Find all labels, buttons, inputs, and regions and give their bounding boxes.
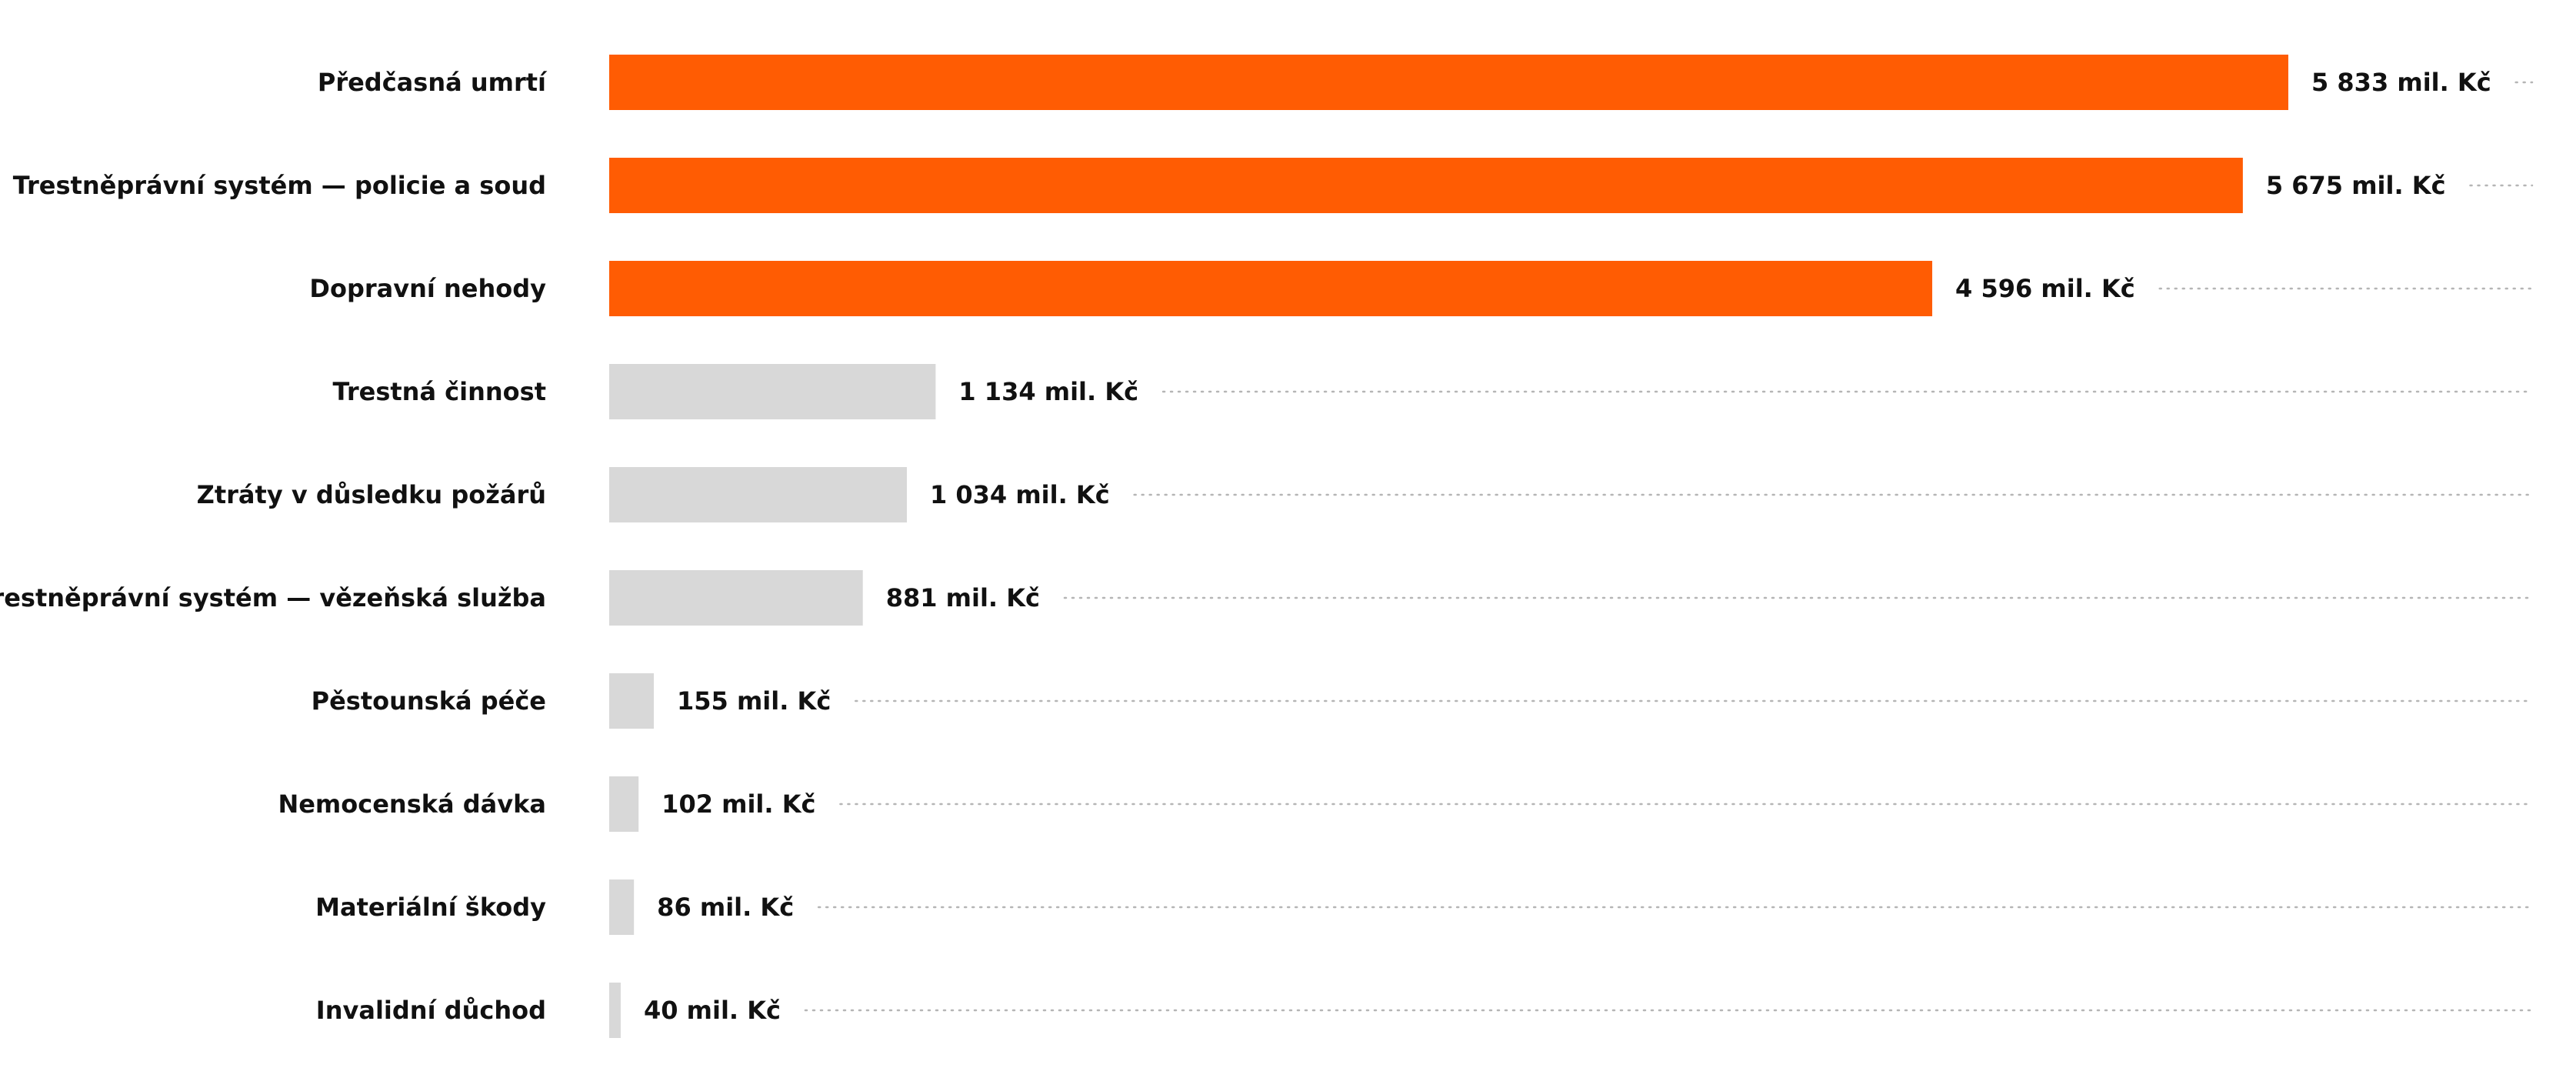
value-label: 5 675 mil. Kč: [2266, 171, 2446, 200]
bar-row: Materiální škody 86 mil. Kč: [315, 879, 2534, 935]
bar: [609, 364, 936, 419]
value-label: 881 mil. Kč: [886, 583, 1040, 612]
value-label: 1 034 mil. Kč: [930, 480, 1110, 509]
value-label: 1 134 mil. Kč: [958, 377, 1138, 406]
category-label: Dopravní nehody: [309, 274, 546, 303]
bar: [609, 55, 2288, 110]
category-label: Trestněprávní systém — policie a soud: [13, 171, 546, 200]
bar-row: Invalidní důchod 40 mil. Kč: [316, 983, 2534, 1038]
chart-rows: Předčasná umrtí 5 833 mil. Kč Trestněprávn…: [0, 55, 2534, 1038]
category-label: Předčasná umrtí: [318, 68, 548, 97]
category-label: Pěstounská péče: [312, 686, 546, 716]
bar: [609, 467, 907, 522]
value-label: 86 mil. Kč: [657, 893, 794, 922]
bar-row: Ztráty v důsledku požárů 1 034 mil. Kč: [197, 467, 2534, 522]
bar-row: Trestná činnost 1 134 mil. Kč: [333, 364, 2534, 419]
bar: [609, 158, 2243, 213]
category-label: Trestná činnost: [333, 377, 546, 406]
bar: [609, 776, 639, 832]
bar-row: Dopravní nehody 4 596 mil. Kč: [309, 261, 2534, 316]
category-label: Materiální škody: [315, 893, 546, 922]
bar-row: Předčasná umrtí 5 833 mil. Kč: [318, 55, 2534, 110]
value-label: 155 mil. Kč: [677, 686, 831, 716]
value-label: 4 596 mil. Kč: [1955, 274, 2135, 303]
bar: [609, 261, 1933, 316]
bar-row: Nemocenská dávka 102 mil. Kč: [278, 776, 2534, 832]
bar: [609, 983, 621, 1038]
bar: [609, 879, 635, 935]
bar: [609, 673, 655, 729]
bar-row: Pěstounská péče 155 mil. Kč: [312, 673, 2534, 729]
value-label: 5 833 mil. Kč: [2311, 68, 2491, 97]
category-label: Trestněprávní systém — vězeňská služba: [0, 583, 546, 612]
category-label: Nemocenská dávka: [278, 789, 546, 819]
value-label: 102 mil. Kč: [661, 789, 815, 819]
bar-row: Trestněprávní systém — vězeňská služba 88…: [0, 570, 2534, 626]
value-label: 40 mil. Kč: [644, 996, 781, 1025]
bar-row: Trestněprávní systém — policie a soud 5 6…: [13, 158, 2534, 213]
category-label: Invalidní důchod: [316, 996, 546, 1025]
bar: [609, 570, 863, 626]
category-label: Ztráty v důsledku požárů: [197, 480, 546, 509]
